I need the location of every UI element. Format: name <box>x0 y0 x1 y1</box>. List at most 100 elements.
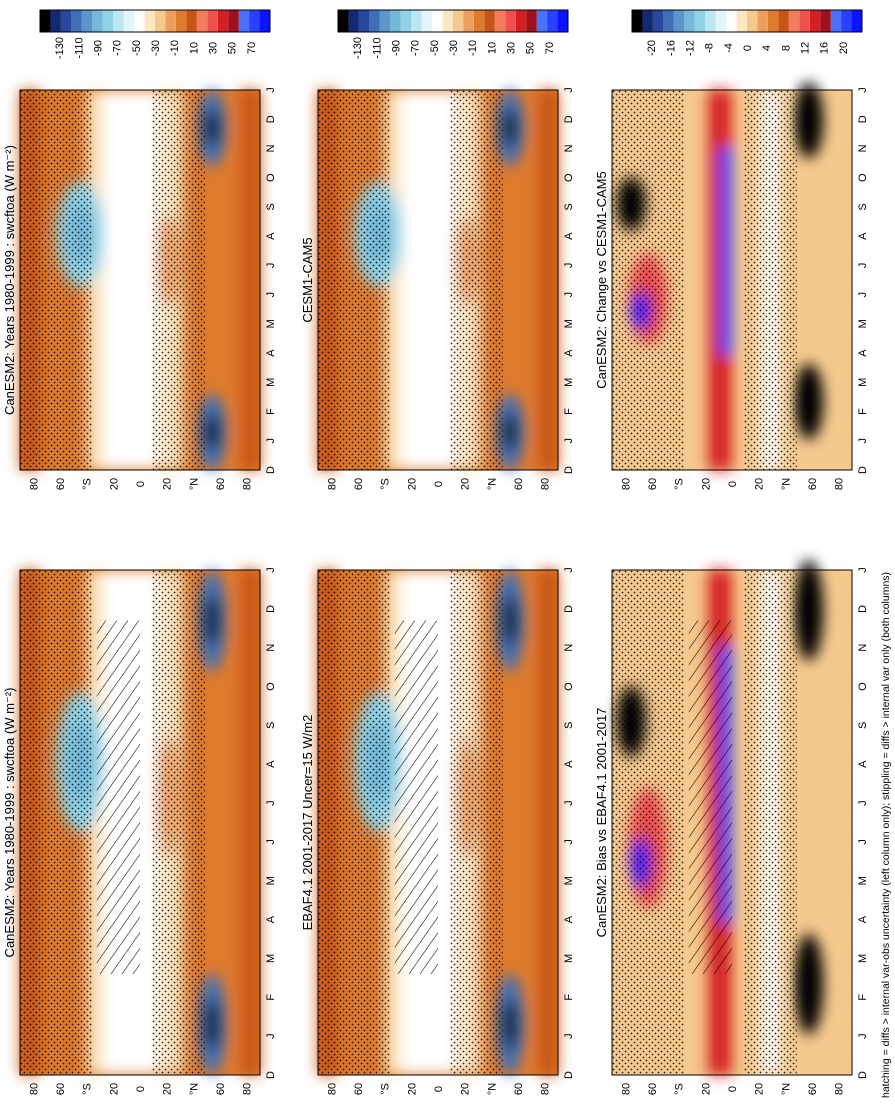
colorbar-swatch <box>757 10 768 32</box>
month-tick-label: J <box>563 1033 575 1039</box>
colorbar-swatch <box>432 10 443 32</box>
colorbar-label: 16 <box>819 42 831 54</box>
colorbar-label: -130 <box>352 37 364 59</box>
lat-tick-label: °S <box>380 478 392 490</box>
colorbar-swatch <box>60 10 72 32</box>
lat-tick-label: 20 <box>700 478 712 490</box>
month-tick-label: J <box>265 800 277 806</box>
month-tick-label: O <box>265 173 277 182</box>
month-tick-label: D <box>265 466 277 474</box>
colorbar-swatch <box>358 10 370 32</box>
colorbar-swatch <box>767 10 779 32</box>
month-tick-label: S <box>265 722 277 729</box>
stippling-left <box>20 90 92 470</box>
month-tick-label: A <box>265 915 277 923</box>
colorbar-swatch <box>259 10 270 32</box>
colorbar-swatch <box>632 10 643 32</box>
colorbar-swatch <box>463 10 474 32</box>
lat-tick-label: 60 <box>807 478 819 490</box>
colorbar-label: -110 <box>73 37 85 58</box>
month-tick-label: M <box>563 876 575 885</box>
colorbar-swatch <box>820 10 831 32</box>
stippling-right <box>152 570 205 1075</box>
colorbar-label: -30 <box>150 40 162 56</box>
colorbar-label: -16 <box>665 40 677 56</box>
month-tick-label: F <box>563 408 575 415</box>
month-tick-label: D <box>563 115 575 123</box>
lat-tick-label: 80 <box>242 478 254 490</box>
colorbar-swatch <box>505 10 516 32</box>
month-tick-label: J <box>857 839 869 845</box>
panel-1: 80 60 °N 20 0 20 °S 60 80 D J F M A M J J A S O N D J CanESM2: … <box>2 9 277 490</box>
lat-tick-label: °S <box>674 478 686 490</box>
colorbar-swatch <box>809 10 821 32</box>
colorbar-label: 0 <box>742 45 754 51</box>
month-tick-label: A <box>563 232 575 240</box>
month-tick-label: O <box>857 173 869 182</box>
colorbar-frame <box>337 9 569 33</box>
lat-tick-label: 20 <box>460 1083 472 1095</box>
colorbar-swatch <box>50 10 61 32</box>
month-tick-label: J <box>857 292 869 298</box>
colorbar-swatch <box>442 10 453 32</box>
colorbar-swatch <box>663 10 674 32</box>
month-tick-label: J <box>857 438 869 444</box>
month-tick-label: S <box>857 203 869 210</box>
panel-5: 8060°N20020°S6080DJFMAMJJASONDJCanESM2: … <box>594 9 869 490</box>
colorbar-swatch <box>473 10 485 32</box>
lat-tick-label: 60 <box>647 1083 659 1095</box>
colorbar-swatch <box>165 10 176 32</box>
month-tick-label: N <box>563 144 575 152</box>
lat-tick-label: 80 <box>834 1083 846 1095</box>
month-tick-label: D <box>265 1071 277 1079</box>
month-tick-label: J <box>857 567 869 573</box>
colorbar-label: 20 <box>838 42 850 54</box>
lat-tick-label: 0 <box>727 1086 739 1092</box>
colorbar-swatch <box>338 10 349 32</box>
month-tick-label: D <box>563 466 575 474</box>
month-tick-label: M <box>265 319 277 328</box>
panel-frame <box>317 89 559 471</box>
colorbar-label: 30 <box>506 42 518 54</box>
lat-tick-label: 20 <box>162 1083 174 1095</box>
month-tick-label: D <box>857 1071 869 1079</box>
lat-tick-label: 80 <box>242 1083 254 1095</box>
month-tick-label: A <box>265 760 277 768</box>
month-tick-label: N <box>265 644 277 652</box>
month-tick-label: J <box>563 292 575 298</box>
lat-tick-label: °S <box>380 1083 392 1095</box>
panel-title: CanESM2: Years 1980-1999 : swcftoa (W m⁻… <box>2 688 17 958</box>
month-tick-label: M <box>265 378 277 387</box>
month-tick-label: J <box>857 800 869 806</box>
month-tick-label: A <box>563 349 575 357</box>
colorbar-label: 8 <box>780 45 792 51</box>
lat-tick-label: °N <box>486 1083 498 1095</box>
lat-tick-label: 60 <box>513 478 525 490</box>
lat-tick-label: 0 <box>135 481 147 487</box>
stippling-right <box>744 90 797 470</box>
colorbar-label: 12 <box>800 42 812 54</box>
month-tick-label: N <box>265 144 277 152</box>
colorbar-label: -20 <box>646 40 658 56</box>
colorbar-frame <box>631 9 863 33</box>
colorbar-swatch <box>379 10 391 32</box>
month-tick-label: O <box>265 682 277 691</box>
lat-tick-label: 60 <box>353 1083 365 1095</box>
lat-tick-label: 20 <box>754 1083 766 1095</box>
colorbar-label: -4 <box>723 43 735 53</box>
lat-tick-label: 80 <box>540 478 552 490</box>
colorbar-label: -70 <box>410 40 422 56</box>
lat-tick-label: 0 <box>433 481 445 487</box>
colorbar-label: -10 <box>169 40 181 56</box>
lat-tick-label: 0 <box>135 1086 147 1092</box>
colorbar-swatch <box>557 10 568 32</box>
month-tick-label: J <box>265 263 277 269</box>
lat-tick-label: °S <box>674 1083 686 1095</box>
lat-tick-label: 80 <box>28 1083 40 1095</box>
month-tick-label: J <box>857 263 869 269</box>
panel-frame <box>19 569 261 1076</box>
colorbar-label: 50 <box>525 42 537 54</box>
stippling-left <box>318 570 390 1075</box>
stippling-right <box>152 90 205 470</box>
colorbar-swatch <box>144 10 155 32</box>
